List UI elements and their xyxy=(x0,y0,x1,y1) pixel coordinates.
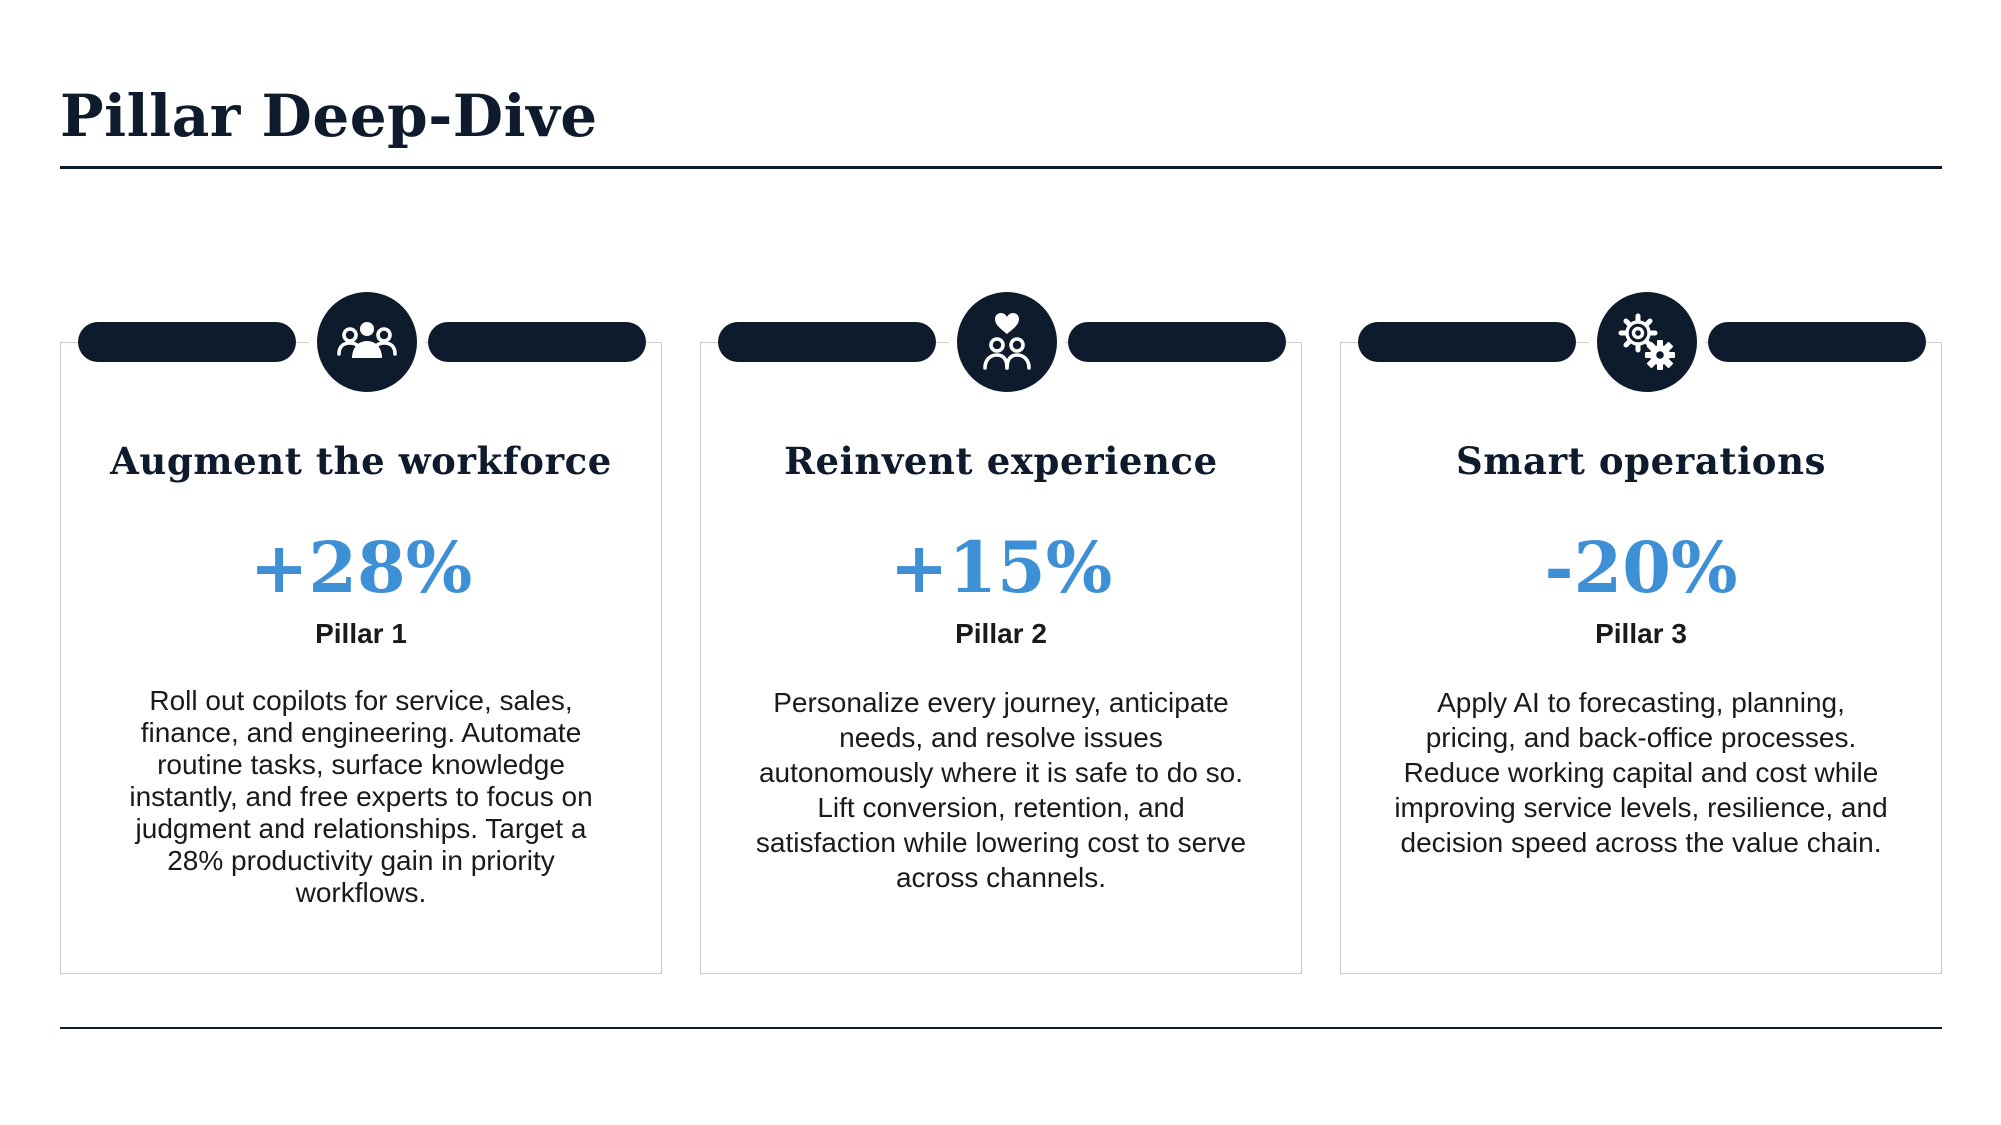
card-header xyxy=(78,284,646,428)
card-header xyxy=(718,284,1286,428)
pillar-description: Personalize every journey, anticipate ne… xyxy=(755,687,1247,893)
pillar-label: Pillar 2 xyxy=(955,618,1047,649)
pillar-metric: +15% xyxy=(889,526,1113,609)
title-divider xyxy=(60,166,1942,169)
icon-badge xyxy=(309,284,425,400)
card-header xyxy=(1358,284,1926,428)
people-group-icon xyxy=(317,292,417,392)
header-bar-left xyxy=(78,322,296,362)
pillar-title: Reinvent experience xyxy=(784,439,1218,483)
pillar-title: Augment the workforce xyxy=(110,439,612,483)
pillar-metric: +28% xyxy=(249,526,473,609)
header-bar-right xyxy=(428,322,646,362)
header-bar-right xyxy=(1708,322,1926,362)
header-bar-left xyxy=(718,322,936,362)
pillar-card-1: Augment the workforce +28% Pillar 1 Roll… xyxy=(60,284,662,974)
pillar-description: Apply AI to forecasting, planning, prici… xyxy=(1394,687,1888,858)
page-title: Pillar Deep-Dive xyxy=(60,82,598,150)
icon-badge xyxy=(949,284,1065,400)
footer-divider xyxy=(60,1027,1942,1029)
heart-people-icon xyxy=(957,292,1057,392)
pillar-label: Pillar 3 xyxy=(1595,618,1687,649)
pillar-card-3: Smart operations -20% Pillar 3 Apply AI … xyxy=(1340,284,1942,974)
pillar-label: Pillar 1 xyxy=(315,618,407,649)
pillar-metric: -20% xyxy=(1544,526,1738,609)
gears-icon xyxy=(1597,292,1697,392)
pillar-card-2: Reinvent experience +15% Pillar 2 Person… xyxy=(700,284,1302,974)
pillar-description: Roll out copilots for service, sales, fi… xyxy=(129,685,593,908)
icon-badge xyxy=(1589,284,1705,400)
pillar-title: Smart operations xyxy=(1455,439,1827,483)
header-bar-right xyxy=(1068,322,1286,362)
header-bar-left xyxy=(1358,322,1576,362)
